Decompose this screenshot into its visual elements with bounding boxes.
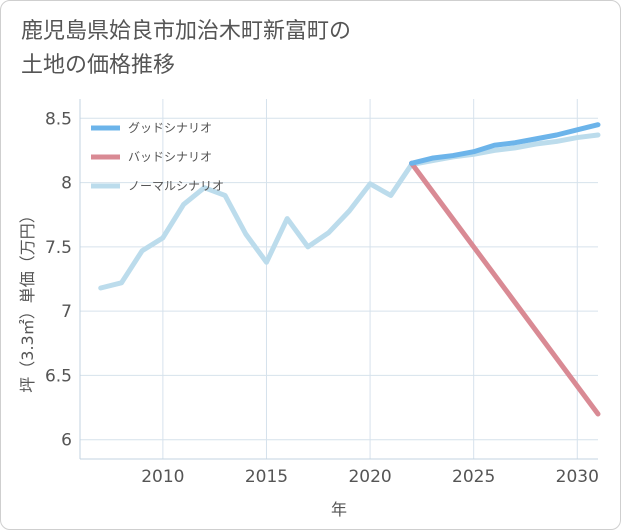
y-tick-label: 6 <box>61 431 72 451</box>
y-tick-label: 8.5 <box>45 109 72 129</box>
y-tick-label: 8 <box>61 174 72 194</box>
x-tick-label: 2015 <box>245 467 288 487</box>
legend-label-normal: ノーマルシナリオ <box>128 179 224 193</box>
series-line-bad <box>409 160 601 417</box>
plot-area <box>80 99 598 459</box>
y-axis-title: 坪（3.3㎡）単価（万円） <box>18 207 37 392</box>
y-tick-label: 6.5 <box>45 366 72 386</box>
legend-label-good: グッドシナリオ <box>128 121 212 135</box>
x-tick-label: 2030 <box>556 467 599 487</box>
x-axis-title: 年 <box>331 500 347 519</box>
series-line-normal <box>98 132 601 291</box>
chart-title: 鹿児島県姶良市加治木町新富町の 土地の価格推移 <box>21 19 352 78</box>
series-lines <box>98 122 601 417</box>
x-tick-label: 2025 <box>452 467 495 487</box>
series-line-good <box>409 122 601 166</box>
x-tick-label: 2020 <box>348 467 391 487</box>
y-tick-label: 7 <box>61 302 72 322</box>
x-axis-ticks: 2010 2015 2020 2025 2030 <box>141 467 599 487</box>
legend-label-bad: バッドシナリオ <box>128 150 212 164</box>
grid-lines <box>79 99 598 460</box>
y-tick-label: 7.5 <box>45 238 72 258</box>
x-tick-label: 2010 <box>141 467 184 487</box>
y-axis-ticks: 6 6.5 7 7.5 8 8.5 <box>45 109 72 450</box>
